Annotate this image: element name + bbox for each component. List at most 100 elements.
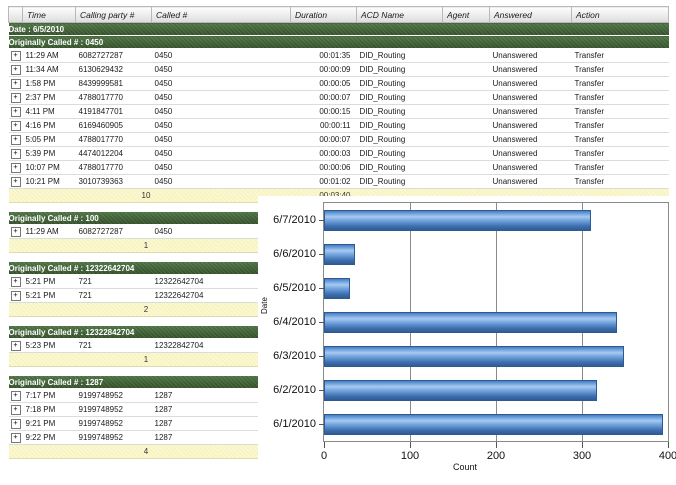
cell-calling-party: 9199748952: [75, 430, 152, 445]
row-expander-cell[interactable]: +: [8, 118, 23, 133]
expand-plus-icon[interactable]: +: [10, 50, 21, 61]
cell-duration: 00:00:06: [290, 160, 357, 175]
expand-plus-icon[interactable]: +: [10, 290, 21, 301]
row-expander-cell[interactable]: +: [8, 174, 23, 189]
row-expander-cell[interactable]: +: [8, 274, 23, 289]
total-blank-left: [8, 188, 76, 203]
row-expander-cell[interactable]: +: [8, 388, 23, 403]
cell-duration: 00:01:02: [290, 174, 357, 189]
chart-bar[interactable]: [324, 379, 598, 401]
table-row[interactable]: +4:16 PM 6169460905 0450 00:00:11 DID_Routin…: [8, 118, 669, 133]
column-header-action[interactable]: Action: [571, 6, 669, 23]
table-row[interactable]: +2:37 PM 4788017770 0450 00:00:07 DID_Routin…: [8, 90, 669, 105]
row-expander-cell[interactable]: +: [8, 160, 23, 175]
chart-bar[interactable]: [324, 311, 618, 333]
row-expander-cell[interactable]: +: [8, 416, 23, 431]
row-expander-cell[interactable]: +: [8, 146, 23, 161]
expand-plus-icon[interactable]: +: [10, 134, 21, 145]
expand-plus-icon[interactable]: +: [10, 390, 21, 401]
cell-time: 10:21 PM: [22, 174, 76, 189]
chart-bar[interactable]: [324, 413, 663, 435]
cell-called: 1287: [151, 402, 217, 417]
table-row[interactable]: +1:58 PM 8439999581 0450 00:00:05 DID_Routin…: [8, 76, 669, 91]
date-group-band-label: Date : 6/5/2010: [8, 22, 669, 36]
row-expander-cell[interactable]: +: [8, 430, 23, 445]
cell-acd-name: DID_Routing: [356, 104, 443, 119]
table-row[interactable]: +4:11 PM 4191847701 0450 00:00:15 DID_Routin…: [8, 104, 669, 119]
cell-calling-party: 4788017770: [75, 90, 152, 105]
column-header-agent[interactable]: Agent: [442, 6, 490, 23]
expand-plus-icon[interactable]: +: [10, 340, 21, 351]
cell-duration: 00:00:07: [290, 90, 357, 105]
cell-acd-name: DID_Routing: [356, 48, 443, 63]
cell-calling-party: 9199748952: [75, 402, 152, 417]
expand-plus-icon[interactable]: +: [10, 176, 21, 187]
row-expander-cell[interactable]: +: [8, 288, 23, 303]
chart-y-tick-label: 6/1/2010: [273, 418, 316, 430]
row-expander-cell[interactable]: +: [8, 402, 23, 417]
cell-answered: Unanswered: [489, 76, 572, 91]
expand-plus-icon[interactable]: +: [10, 120, 21, 131]
table-row[interactable]: +10:21 PM 3010739363 0450 00:01:02 DID_Routi…: [8, 174, 669, 189]
total-blank-left: [8, 444, 76, 459]
cell-answered: Unanswered: [489, 48, 572, 63]
table-row[interactable]: +11:29 AM 6082727287 0450 00:01:35 DID_Routi…: [8, 48, 669, 63]
expand-plus-icon[interactable]: +: [10, 276, 21, 287]
expand-plus-icon[interactable]: +: [10, 148, 21, 159]
cell-calling-party: 721: [75, 338, 152, 353]
chart-x-tick: [324, 442, 325, 448]
chart-x-tick-label: 400: [658, 450, 676, 462]
total-count: 10: [75, 188, 217, 203]
table-row[interactable]: +11:34 AM 6130629432 0450 00:00:09 DID_Routi…: [8, 62, 669, 77]
expand-plus-icon[interactable]: +: [10, 78, 21, 89]
cell-time: 11:34 AM: [22, 62, 76, 77]
expand-plus-icon[interactable]: +: [10, 64, 21, 75]
expand-plus-icon[interactable]: +: [10, 106, 21, 117]
table-row[interactable]: +5:39 PM 4474012204 0450 00:00:03 DID_Routin…: [8, 146, 669, 161]
table-row[interactable]: +5:05 PM 4788017770 0450 00:00:07 DID_Routin…: [8, 132, 669, 147]
row-expander-cell[interactable]: +: [8, 48, 23, 63]
expand-plus-icon[interactable]: +: [10, 432, 21, 443]
chart-bar[interactable]: [324, 209, 591, 231]
row-expander-cell[interactable]: +: [8, 90, 23, 105]
chart-x-tick-label: 0: [320, 450, 328, 462]
cell-called: 0450: [151, 224, 217, 239]
cell-answered: Unanswered: [489, 62, 572, 77]
total-count: 4: [75, 444, 217, 459]
row-expander-cell[interactable]: +: [8, 224, 23, 239]
cell-acd-name: DID_Routing: [356, 62, 443, 77]
table-row[interactable]: +10:07 PM 4788017770 0450 00:00:06 DID_Routi…: [8, 160, 669, 175]
cell-agent: [442, 62, 490, 77]
expand-plus-icon[interactable]: +: [10, 404, 21, 415]
expand-plus-icon[interactable]: +: [10, 162, 21, 173]
row-expander-cell[interactable]: +: [8, 76, 23, 91]
cell-calling-party: 4191847701: [75, 104, 152, 119]
column-header-called[interactable]: Called #: [151, 6, 291, 23]
cell-calling-party: 4474012204: [75, 146, 152, 161]
chart-plot-area: 6/7/2010 6/6/2010 6/5/2010 6/4/2010 6/3/2010…: [273, 202, 676, 462]
cell-calling-party: 6130629432: [75, 62, 152, 77]
chart-y-tick-label: 6/3/2010: [273, 350, 316, 362]
chart-bar[interactable]: [324, 243, 355, 265]
expand-plus-icon[interactable]: +: [10, 226, 21, 237]
cell-calling-party: 4788017770: [75, 132, 152, 147]
cell-agent: [442, 146, 490, 161]
cell-calling-party: 6082727287: [75, 224, 152, 239]
row-expander-cell[interactable]: +: [8, 132, 23, 147]
chart-bar[interactable]: [324, 277, 350, 299]
cell-answered: Unanswered: [489, 146, 572, 161]
row-expander-cell[interactable]: +: [8, 338, 23, 353]
cell-called-pad: [216, 146, 291, 161]
row-expander-cell[interactable]: +: [8, 104, 23, 119]
row-expander-cell[interactable]: +: [8, 62, 23, 77]
column-header-calling-party[interactable]: Calling party #: [75, 6, 152, 23]
column-header-acd-name[interactable]: ACD Name: [356, 6, 443, 23]
column-header-expand[interactable]: [8, 6, 23, 23]
chart-bar[interactable]: [324, 345, 625, 367]
expand-plus-icon[interactable]: +: [10, 92, 21, 103]
column-header-time[interactable]: Time: [22, 6, 76, 23]
expand-plus-icon[interactable]: +: [10, 418, 21, 429]
column-header-duration[interactable]: Duration: [290, 6, 357, 23]
cell-answered: Unanswered: [489, 104, 572, 119]
column-header-answered[interactable]: Answered: [489, 6, 572, 23]
